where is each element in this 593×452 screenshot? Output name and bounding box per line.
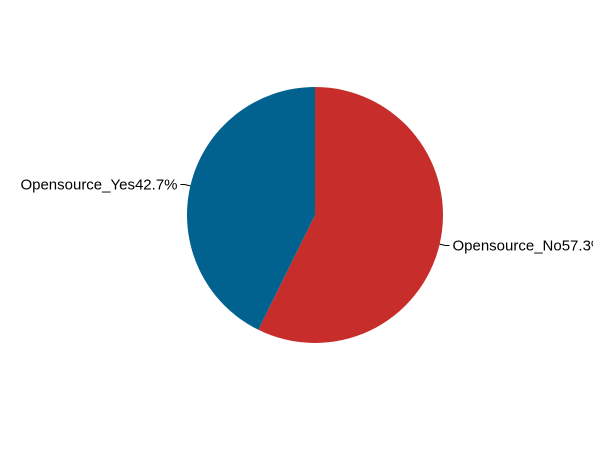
pie-slice-opensource-no: [258, 87, 443, 343]
pie-slices: [186, 87, 443, 343]
slice-label-opensource-yes: Opensource_Yes42.7%: [20, 177, 177, 194]
pie-leader-lines: [180, 184, 450, 246]
leader-line-opensource-no: [439, 243, 450, 246]
leader-line-opensource-yes: [180, 184, 191, 187]
pie-slice-opensource-yes: [186, 87, 315, 330]
slice-label-opensource-no: Opensource_No57.3%: [452, 237, 593, 254]
